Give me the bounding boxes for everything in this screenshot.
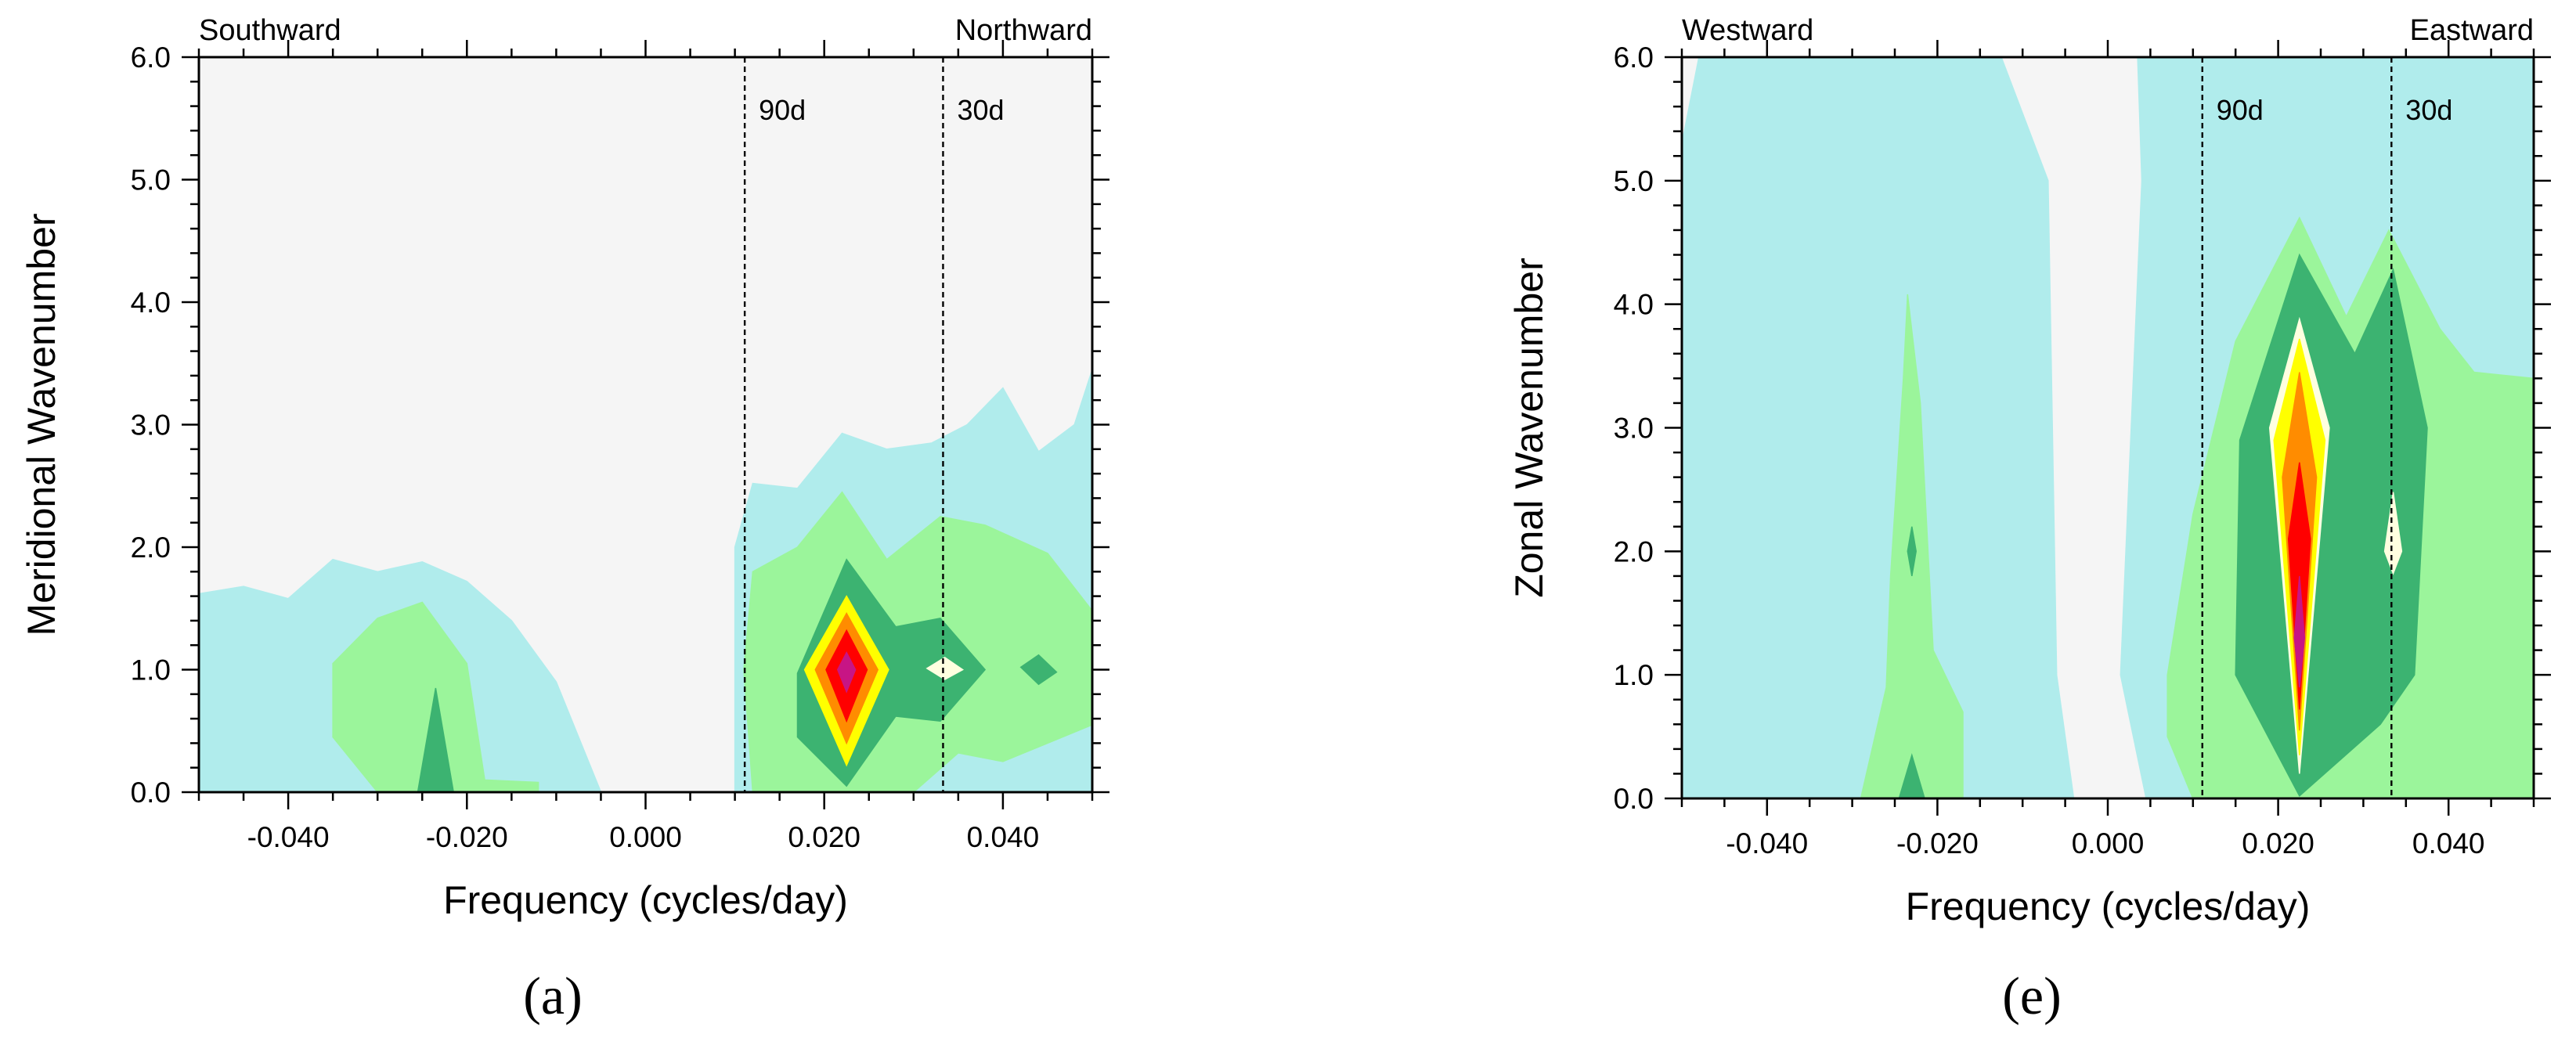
x-tick-label: -0.040 bbox=[1726, 827, 1808, 859]
y-tick-label: 4.0 bbox=[1614, 289, 1654, 321]
y-tick-label: 1.0 bbox=[1614, 659, 1654, 691]
x-axis-label: Frequency (cycles/day) bbox=[443, 878, 848, 922]
contour-level-3-region-2 bbox=[1019, 654, 1058, 686]
x-axis-label: Frequency (cycles/day) bbox=[1906, 885, 2311, 928]
x-tick-label: 0.000 bbox=[2072, 827, 2145, 859]
y-tick-label: 6.0 bbox=[1614, 41, 1654, 74]
direction-note-left: Southward bbox=[199, 14, 341, 47]
panel-e: 90d 30d -0.040 -0.020 0.000 0.020 0.040 0.0 1.0 2… bbox=[1507, 14, 2551, 1025]
contour-fills bbox=[199, 369, 1092, 792]
period-label-90d: 90d bbox=[759, 94, 806, 126]
y-tick-label: 1.0 bbox=[131, 654, 171, 686]
y-tick-label: 4.0 bbox=[131, 286, 171, 319]
y-tick-label: 6.0 bbox=[131, 41, 171, 74]
x-tick-label: -0.020 bbox=[1896, 827, 1979, 859]
contour-level-8-region-0 bbox=[2293, 575, 2306, 688]
contour-level-3-region-0 bbox=[417, 687, 454, 792]
x-tick-label: 0.020 bbox=[788, 821, 860, 853]
x-tick-label: -0.020 bbox=[426, 821, 508, 853]
contour-level-3-region-1 bbox=[1898, 753, 1925, 798]
y-tick-label: 3.0 bbox=[131, 409, 171, 441]
y-axis-label: Meridional Wavenumber bbox=[20, 213, 63, 636]
panel-label: (a) bbox=[523, 966, 582, 1025]
period-label-30d: 30d bbox=[957, 94, 1004, 126]
contour-level-4-region-1 bbox=[2383, 492, 2403, 575]
panel-label: (e) bbox=[2002, 966, 2061, 1025]
y-tick-label: 5.0 bbox=[1614, 165, 1654, 197]
y-tick-label: 0.0 bbox=[131, 777, 171, 809]
contour-level-1-region-0 bbox=[1682, 57, 2075, 798]
direction-note-right: Eastward bbox=[2410, 14, 2534, 47]
contour-level-3-region-0 bbox=[1907, 526, 1917, 577]
panel-a: 90d 30d -0.040 -0.020 0.000 0.020 0.040 0.0 1.0 2… bbox=[20, 14, 1109, 1025]
y-tick-label: 5.0 bbox=[131, 164, 171, 196]
y-tick-label: 2.0 bbox=[131, 532, 171, 564]
contour-fills bbox=[1682, 57, 2534, 798]
contour-level-8-region-0 bbox=[836, 650, 857, 694]
y-tick-label: 0.0 bbox=[1614, 783, 1654, 815]
x-tick-label: -0.040 bbox=[247, 821, 330, 853]
x-tick-label: 0.000 bbox=[609, 821, 682, 853]
x-tick-label: 0.020 bbox=[2242, 827, 2314, 859]
y-axis-label: Zonal Wavenumber bbox=[1507, 258, 1551, 597]
direction-note-right: Northward bbox=[955, 14, 1092, 47]
y-tick-label: 2.0 bbox=[1614, 535, 1654, 568]
period-label-90d: 90d bbox=[2217, 94, 2264, 126]
x-tick-label: 0.040 bbox=[2412, 827, 2485, 859]
y-tick-label: 3.0 bbox=[1614, 413, 1654, 445]
direction-note-left: Westward bbox=[1682, 14, 1813, 47]
contour-level-4-region-0 bbox=[925, 657, 965, 680]
x-tick-label: 0.040 bbox=[967, 821, 1040, 853]
period-label-30d: 30d bbox=[2405, 94, 2452, 126]
